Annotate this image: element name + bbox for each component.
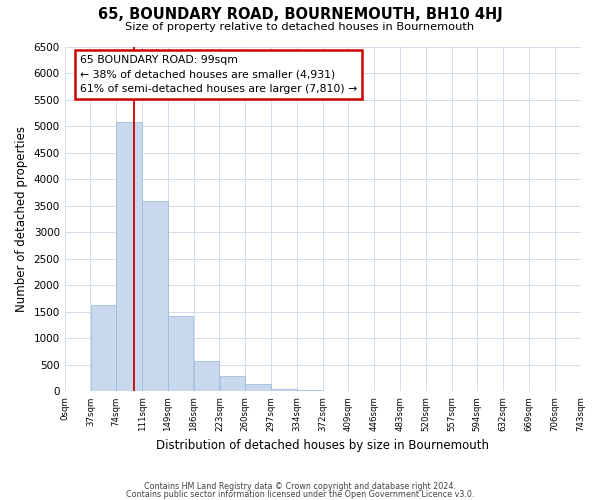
Bar bbox=[297, 390, 322, 392]
Bar bbox=[220, 376, 245, 392]
Bar bbox=[271, 389, 296, 392]
Bar bbox=[245, 384, 271, 392]
Bar bbox=[116, 122, 142, 392]
Text: 65, BOUNDARY ROAD, BOURNEMOUTH, BH10 4HJ: 65, BOUNDARY ROAD, BOURNEMOUTH, BH10 4HJ bbox=[98, 8, 502, 22]
Bar bbox=[91, 305, 116, 392]
Bar bbox=[142, 202, 168, 392]
Y-axis label: Number of detached properties: Number of detached properties bbox=[15, 126, 28, 312]
Text: Contains public sector information licensed under the Open Government Licence v3: Contains public sector information licen… bbox=[126, 490, 474, 499]
Text: 65 BOUNDARY ROAD: 99sqm
← 38% of detached houses are smaller (4,931)
61% of semi: 65 BOUNDARY ROAD: 99sqm ← 38% of detache… bbox=[80, 55, 358, 94]
Text: Contains HM Land Registry data © Crown copyright and database right 2024.: Contains HM Land Registry data © Crown c… bbox=[144, 482, 456, 491]
X-axis label: Distribution of detached houses by size in Bournemouth: Distribution of detached houses by size … bbox=[156, 440, 489, 452]
Text: Size of property relative to detached houses in Bournemouth: Size of property relative to detached ho… bbox=[125, 22, 475, 32]
Bar bbox=[194, 361, 219, 392]
Bar bbox=[168, 316, 193, 392]
